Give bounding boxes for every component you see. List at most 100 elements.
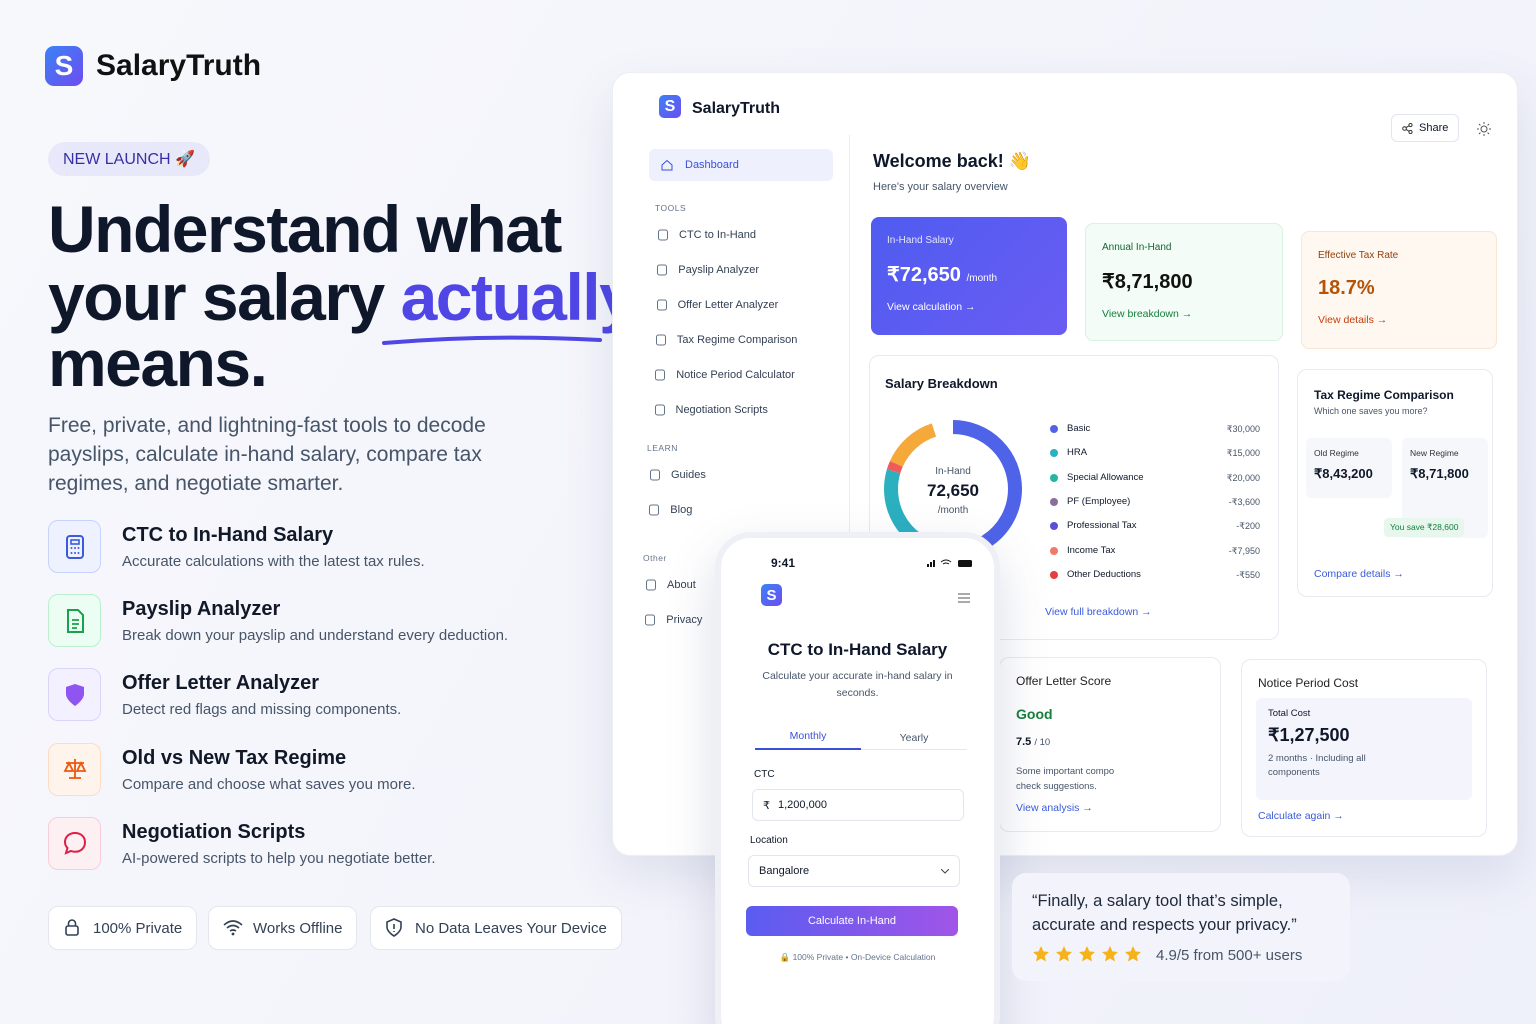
nav-item[interactable]: Guides [649, 469, 706, 481]
item-amount: ₹20,000 [1226, 472, 1260, 483]
nav-icon [655, 334, 666, 346]
nav-label: Guides [671, 469, 706, 481]
nav-icon [657, 264, 668, 276]
donut-unit: /month [937, 505, 969, 516]
card-unit: /month [966, 273, 998, 284]
feature-title: Payslip Analyzer [122, 598, 281, 621]
old-value: ₹8,43,200 [1314, 466, 1373, 481]
card-link[interactable]: View details → [1318, 314, 1388, 326]
donut-segment [884, 420, 1022, 558]
tab[interactable]: Yearly [899, 732, 929, 744]
nav-item[interactable]: Tax Regime Comparison [655, 334, 797, 346]
ctc-label: CTC [754, 769, 775, 780]
testimonial-quote: “Finally, a salary tool that’s simple, a… [1032, 892, 1297, 934]
nav-icon [649, 504, 660, 516]
calculate-button[interactable]: Calculate In-Hand [746, 906, 958, 936]
notice-panel: Notice Period Cost Total Cost ₹1,27,500 … [1241, 659, 1487, 837]
nav-icon [646, 579, 656, 591]
share-label: Share [1419, 122, 1449, 134]
offer-link[interactable]: View analysis → [1016, 802, 1093, 814]
theme-toggle[interactable] [1477, 122, 1491, 136]
donut-label: In-Hand [935, 466, 971, 477]
legend-dot [1050, 473, 1058, 482]
nav-item[interactable]: Offer Letter Analyzer [656, 299, 779, 311]
footer-text: 100% Private • On-Device Calculation [792, 952, 936, 962]
headline-text: your salary [48, 260, 385, 334]
notice-title: Notice Period Cost [1258, 676, 1359, 690]
nav-item[interactable]: Privacy [644, 614, 702, 626]
notice-total: ₹1,27,500 [1268, 725, 1350, 745]
savings-chip: You save ₹28,600 [1384, 518, 1465, 537]
nav-icon [658, 229, 668, 241]
nav-active[interactable]: Dashboard [649, 149, 833, 181]
card-value-text: ₹72,650 [887, 264, 961, 286]
feature: CTC to In-Hand Salary Accurate calculatio… [48, 520, 608, 580]
card-link[interactable]: View calculation → [887, 301, 976, 313]
notice-link[interactable]: Calculate again → [1258, 810, 1344, 822]
nav-icon [656, 299, 667, 311]
menu-icon[interactable] [958, 593, 970, 603]
summary-card: In-Hand Salary ₹72,650 /month View calcula… [871, 217, 1067, 335]
old-label: Old Regime [1314, 448, 1359, 458]
feature-icon [48, 594, 101, 648]
nav-icon [655, 369, 666, 381]
card-value: 18.7% [1318, 277, 1480, 300]
share-button[interactable]: Share [1391, 114, 1460, 142]
item-amount: ₹30,000 [1226, 424, 1260, 434]
feature-description: AI-powered scripts to help you negotiate… [122, 849, 436, 867]
feature: Old vs New Tax Regime Compare and choose … [48, 742, 608, 803]
item-name: Professional Tax [1067, 520, 1137, 532]
card-label: Annual In-Hand [1102, 242, 1172, 253]
item-amount: -₹7,950 [1228, 545, 1260, 556]
testimonial: “Finally, a salary tool that’s simple, a… [1012, 873, 1350, 981]
nav-item[interactable]: CTC to In-Hand [657, 229, 756, 241]
location-select[interactable]: Bangalore [748, 855, 960, 887]
nav-item[interactable]: Blog [648, 504, 692, 516]
nav-label: Offer Letter Analyzer [677, 299, 779, 311]
nav-label: Dashboard [685, 159, 739, 171]
dash-brand: SalaryTruth [692, 100, 781, 117]
feature-title: Offer Letter Analyzer [122, 672, 320, 695]
icon [63, 832, 86, 855]
summary-card: Annual In-Hand ₹8,71,800 View breakdown → [1085, 223, 1283, 341]
trust-badge: Works Offline [208, 906, 358, 950]
ctc-input[interactable]: ₹1,200,000 [752, 789, 964, 821]
nav-label: Blog [670, 504, 693, 516]
tax-link[interactable]: Compare details → [1314, 568, 1404, 580]
location-value: Bangalore [759, 865, 810, 877]
hero-description: Free, private, and lightning-fast tools … [48, 414, 486, 495]
nav-label: Notice Period Calculator [676, 369, 795, 381]
nav-label: Payslip Analyzer [678, 264, 760, 276]
item-name: PF (Employee) [1067, 495, 1131, 507]
breakdown-row: PF (Employee) -₹3,600 [1050, 496, 1260, 510]
legend-dot [1050, 570, 1058, 579]
brand-name: SalaryTruth [96, 49, 262, 82]
nav-item[interactable]: About [645, 579, 696, 591]
nav-label: CTC to In-Hand [679, 229, 757, 241]
new-value: ₹8,71,800 [1410, 466, 1469, 481]
card-value: ₹72,650 /month [887, 262, 1051, 287]
sidebar-divider [849, 135, 850, 855]
card-link[interactable]: View breakdown → [1102, 308, 1193, 320]
phone-subtitle: Calculate your accurate in-hand salary i… [762, 670, 953, 699]
breakdown-link[interactable]: View full breakdown → [1045, 606, 1152, 618]
feature-icon [48, 742, 101, 796]
dash-logo: S [659, 95, 681, 118]
nav-item[interactable]: Payslip Analyzer [656, 264, 759, 276]
nav-section-label: LEARN [647, 443, 678, 453]
item-name: Special Allowance [1067, 471, 1144, 483]
breakdown-panel: Salary Breakdown In-Hand 72,650 /month B… [869, 355, 1279, 640]
notice-total-label: Total Cost [1268, 708, 1311, 719]
item-name: HRA [1067, 447, 1088, 459]
tab-active[interactable]: Monthly [789, 730, 827, 742]
item-amount: ₹15,000 [1226, 448, 1260, 459]
nav-item[interactable]: Negotiation Scripts [654, 404, 768, 416]
brand-logo: S [45, 46, 83, 86]
home-icon [661, 159, 673, 171]
trust-icon [65, 919, 79, 936]
card-value: ₹8,71,800 [1102, 269, 1266, 294]
score-value: 7.5 [1016, 736, 1032, 748]
feature-title: Old vs New Tax Regime [122, 746, 347, 769]
icon [65, 683, 84, 706]
nav-item[interactable]: Notice Period Calculator [654, 369, 795, 381]
